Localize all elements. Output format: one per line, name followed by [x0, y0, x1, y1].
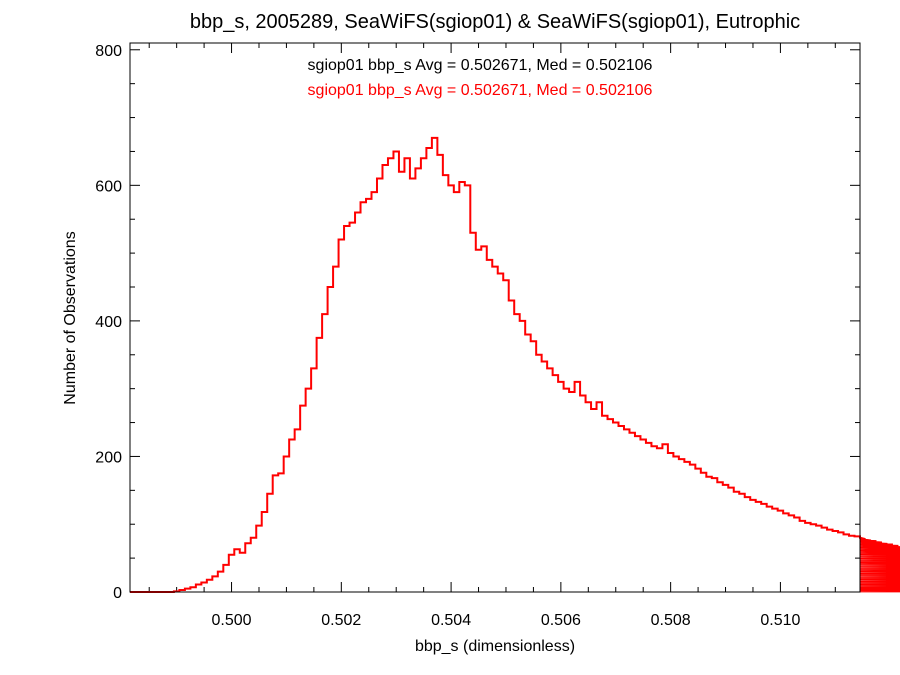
chart-title: bbp_s, 2005289, SeaWiFS(sgiop01) & SeaWi…	[190, 11, 800, 33]
x-tick-label: 0.502	[321, 612, 361, 629]
x-tick-label: 0.500	[212, 612, 252, 629]
y-tick-label: 600	[95, 178, 122, 195]
stats-line-red: sgiop01 bbp_s Avg = 0.502671, Med = 0.50…	[308, 82, 653, 99]
y-tick-label: 800	[95, 43, 122, 60]
histogram-series-line	[130, 136, 900, 593]
y-tick-label: 200	[95, 449, 122, 466]
tick-marks	[130, 43, 860, 593]
x-axis-label: bbp_s (dimensionless)	[415, 638, 575, 655]
y-tick-label: 0	[113, 585, 122, 602]
y-tick-label: 400	[95, 314, 122, 331]
x-tick-label: 0.508	[651, 612, 691, 629]
plot-frame	[129, 42, 861, 593]
x-tick-label: 0.510	[760, 612, 800, 629]
x-tick-label: 0.504	[431, 612, 471, 629]
y-axis-label: Number of Observations	[62, 231, 79, 404]
tick-labels: 0.500 0.502 0.504 0.506 0.508 0.510 0 200 400 600…	[95, 43, 800, 629]
x-tick-label: 0.506	[541, 612, 581, 629]
stats-line-black: sgiop01 bbp_s Avg = 0.502671, Med = 0.50…	[308, 57, 653, 74]
